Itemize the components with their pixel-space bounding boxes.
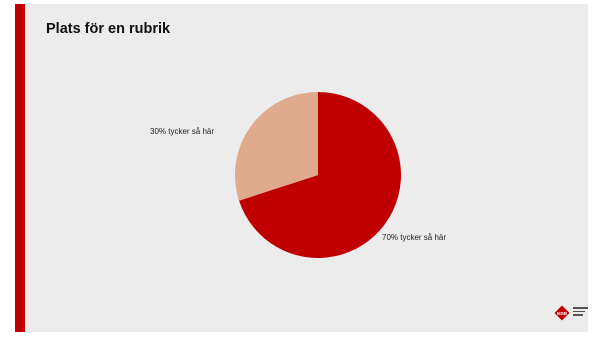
svg-text:MSB: MSB xyxy=(557,311,568,316)
pie-chart: 70% tycker så här 30% tycker så här xyxy=(150,92,446,258)
msb-logo-badge-icon: MSB xyxy=(554,305,570,321)
slide-title: Plats för en rubrik xyxy=(46,21,171,37)
pie-label-30: 30% tycker så här xyxy=(150,127,214,136)
pie-slice-30 xyxy=(234,92,318,201)
msb-logo: MSB xyxy=(554,304,588,322)
pie-label-70: 70% tycker så här xyxy=(382,233,446,242)
accent-bar xyxy=(15,4,25,332)
pie-slice-70 xyxy=(239,92,401,258)
slide: Plats för en rubrik 70% tycker så här 30%… xyxy=(15,4,588,332)
msb-logo-wordmark-icon xyxy=(573,307,588,318)
